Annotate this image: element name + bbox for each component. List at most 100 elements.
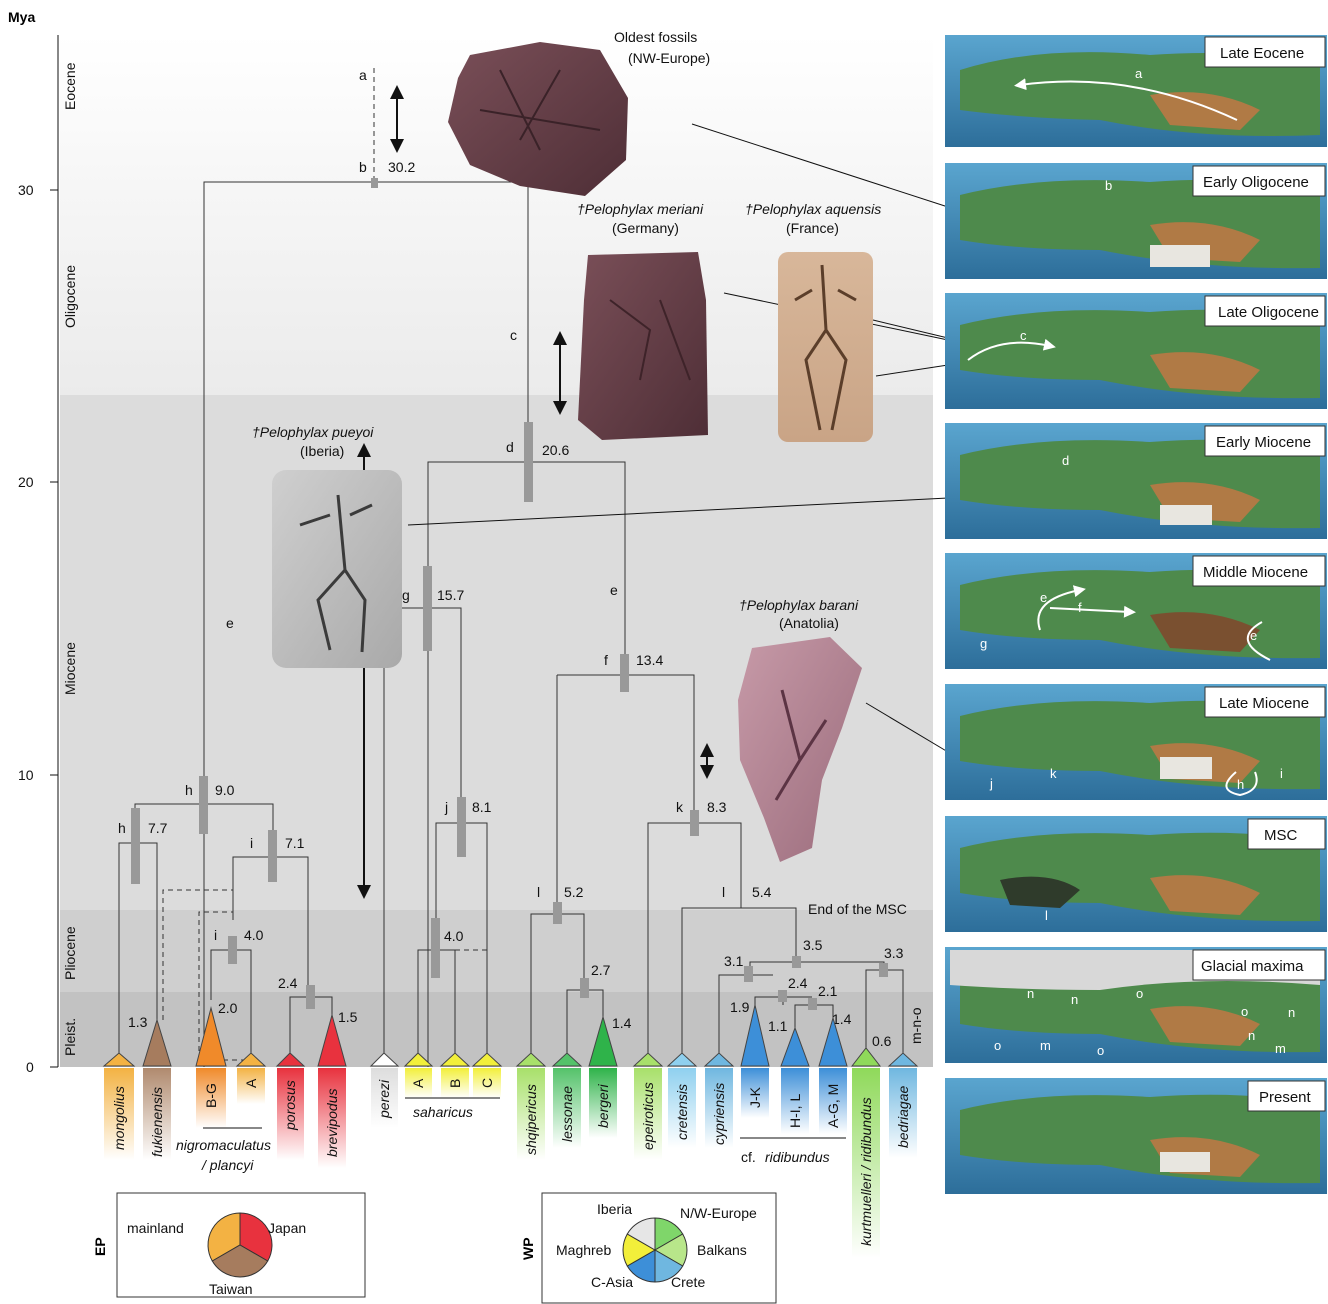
map-mark-o2: o [1097,1043,1104,1058]
map-mark-n2: n [1071,992,1078,1007]
taxa-strips [104,1068,917,1258]
node-15: 1.5 [338,1009,358,1025]
epoch-bands [60,35,933,1067]
node-b: b [359,159,367,175]
tip-lessonae [551,1052,583,1067]
epoch-pliocene: Pliocene [62,926,78,980]
node-mno: m-n-o [908,1007,924,1044]
map-label-3: Early Miocene [1216,434,1311,451]
group-nigro-2: / plancyi [201,1157,254,1173]
tip-jk [740,1004,770,1067]
taxon-shqipericus: shqipericus [523,1084,539,1155]
node-b-age: 30.2 [388,159,415,175]
node-j: j [444,799,448,815]
node-20: 2.0 [218,1000,238,1016]
node-33: 3.3 [884,945,904,961]
map-label-6: MSC [1264,827,1298,844]
map-glacial-maxima: Glacial maxima n n n n o o o o m m [945,947,1327,1063]
tip-mongolius [102,1052,136,1067]
node-i-top: i [250,835,253,851]
node-i-low-age: 4.0 [244,927,264,943]
taxon-hil: H-I, L [787,1094,803,1128]
legend-wp-balkans: Balkans [697,1242,747,1258]
tip-cretensis [666,1052,698,1067]
tip-bedriagae [887,1052,919,1067]
map-mark-g: g [980,636,987,651]
node-13: 1.3 [128,1014,148,1030]
tip-hil [780,1026,810,1067]
time-axis: Mya 30 20 10 0 Eocene Oligocene Miocene … [8,9,78,1075]
node-e-left: e [226,615,234,631]
map-mark-e1: e [1040,590,1047,605]
legend-ep: EP mainland Japan Taiwan [92,1192,366,1298]
tip-porosus [275,1052,306,1067]
legend-wp-iberia: Iberia [597,1201,632,1217]
map-early-oligocene: Early Oligocene b [945,163,1327,279]
taxon-a1: A [243,1078,259,1088]
legend-wp-nweurope: N/W-Europe [680,1205,757,1221]
node-j-age: 8.1 [472,799,492,815]
group-saharicus: saharicus [413,1104,473,1120]
epoch-miocene: Miocene [62,642,78,695]
map-mark-o3: o [1136,986,1143,1001]
taxon-bg: B-G [203,1083,219,1108]
map-mark-k: k [1050,766,1057,781]
map-middle-miocene: Middle Miocene e f g e [945,553,1327,669]
taxon-bergeri: bergeri [595,1084,611,1128]
fossil-oldest-line1: Oldest fossils [614,29,697,45]
node-31: 3.1 [724,953,744,969]
fossil-barani-region: (Anatolia) [779,615,839,631]
group-ridi-name: ridibundus [765,1149,830,1165]
fossil-aquensis: †Pelophylax aquensis (France) [745,201,881,442]
fossil-barani-name: †Pelophylax barani [739,597,859,613]
epoch-eocene: Eocene [62,62,78,110]
tip-saharicus-c [471,1052,503,1067]
node-h-top-age: 9.0 [215,782,235,798]
legend-wp: WP Iberia N/W-Europe Maghreb Balkans C-A… [520,1192,777,1304]
node-11: 1.1 [768,1018,788,1034]
map-mark-m2: m [1275,1041,1286,1056]
taxon-bedriagae: bedriagae [895,1086,911,1148]
map-mark-d: d [1062,453,1069,468]
map-mark-i: i [1280,766,1283,781]
msc-end-label: End of the MSC [808,901,907,917]
tip-agm [818,1016,848,1067]
taxon-sah-c: C [479,1078,495,1088]
group-ridi-prefix: cf. [741,1149,756,1165]
node-bars [131,178,888,1010]
map-label-5: Late Miocene [1219,695,1309,712]
node-g-age: 15.7 [437,587,464,603]
map-mark-m1: m [1040,1038,1051,1053]
taxon-perezi: perezi [376,1079,392,1119]
node-l-right-age: 5.4 [752,884,772,900]
node-k: k [676,799,684,815]
taxon-sah-b: B [447,1079,463,1088]
node-h-low-age: 7.7 [148,820,168,836]
node-i-low: i [214,927,217,943]
taxon-lessonae: lessonae [559,1086,575,1142]
taxon-kurt: kurtmuelleri / ridibundus [858,1097,874,1246]
node-d: d [506,439,514,455]
map-mark-j: j [989,776,993,791]
node-19: 1.9 [730,999,750,1015]
group-labels: nigromaculatus / plancyi saharicus cf. r… [176,1097,846,1173]
group-nigro-1: nigromaculatus [176,1137,271,1153]
taxon-porosus: porosus [282,1080,298,1131]
map-mark-h: h [1237,777,1244,792]
map-mark-o1: o [994,1038,1001,1053]
node-24: 2.4 [788,975,808,991]
tick-10: 10 [18,767,34,783]
epoch-oligocene: Oligocene [62,265,78,328]
tip-bergeri [588,1015,618,1067]
fossil-aquensis-name: †Pelophylax aquensis [745,201,881,217]
legend-ep-taiwan: Taiwan [209,1281,253,1297]
tip-brevipodus [317,1013,347,1067]
node-h-top: h [185,782,193,798]
node-h-low: h [118,820,126,836]
legend-wp-maghreb: Maghreb [556,1242,611,1258]
taxon-jk: J-K [747,1086,763,1108]
node-c: c [510,327,517,343]
fossil-pueyoi: †Pelophylax pueyoi (Iberia) [252,424,402,668]
node-35: 3.5 [803,937,823,953]
